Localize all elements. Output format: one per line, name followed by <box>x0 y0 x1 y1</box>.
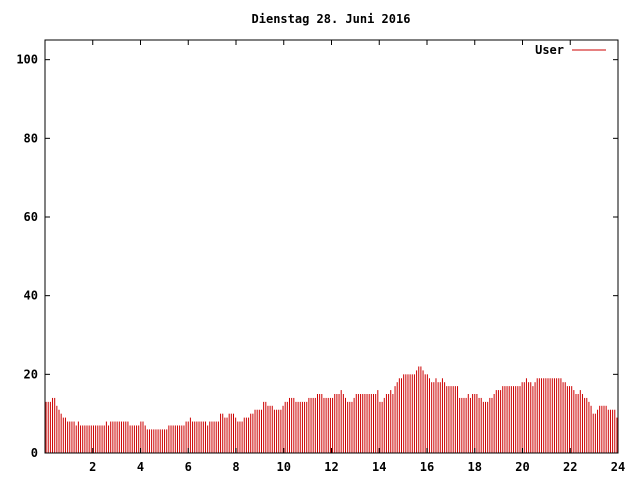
x-tick-label: 6 <box>185 460 192 474</box>
legend-label-user: User <box>535 43 564 57</box>
x-tick-label: 20 <box>515 460 529 474</box>
plot-frame <box>44 39 619 454</box>
y-tick-label: 60 <box>24 210 38 224</box>
bars-group <box>45 366 618 453</box>
x-tick-label: 2 <box>89 460 96 474</box>
x-tick-label: 14 <box>372 460 386 474</box>
x-axis: 2 4 6 8 10 12 14 16 18 20 22 24 <box>89 40 625 474</box>
x-tick-label: 4 <box>137 460 144 474</box>
x-tick-label: 18 <box>468 460 482 474</box>
x-tick-label: 8 <box>232 460 239 474</box>
x-tick-label: 16 <box>420 460 434 474</box>
x-tick-label: 12 <box>324 460 338 474</box>
legend: User <box>535 43 606 57</box>
chart-title: Dienstag 28. Juni 2016 <box>252 12 411 26</box>
x-tick-label: 22 <box>563 460 577 474</box>
y-tick-label: 80 <box>24 131 38 145</box>
y-tick-label: 40 <box>24 289 38 303</box>
y-tick-label: 0 <box>31 446 38 460</box>
y-tick-label: 20 <box>24 367 38 381</box>
x-tick-label: 10 <box>277 460 291 474</box>
x-tick-label: 24 <box>611 460 625 474</box>
y-axis: 0 20 40 60 80 100 <box>16 53 618 460</box>
y-tick-label: 100 <box>16 53 38 67</box>
